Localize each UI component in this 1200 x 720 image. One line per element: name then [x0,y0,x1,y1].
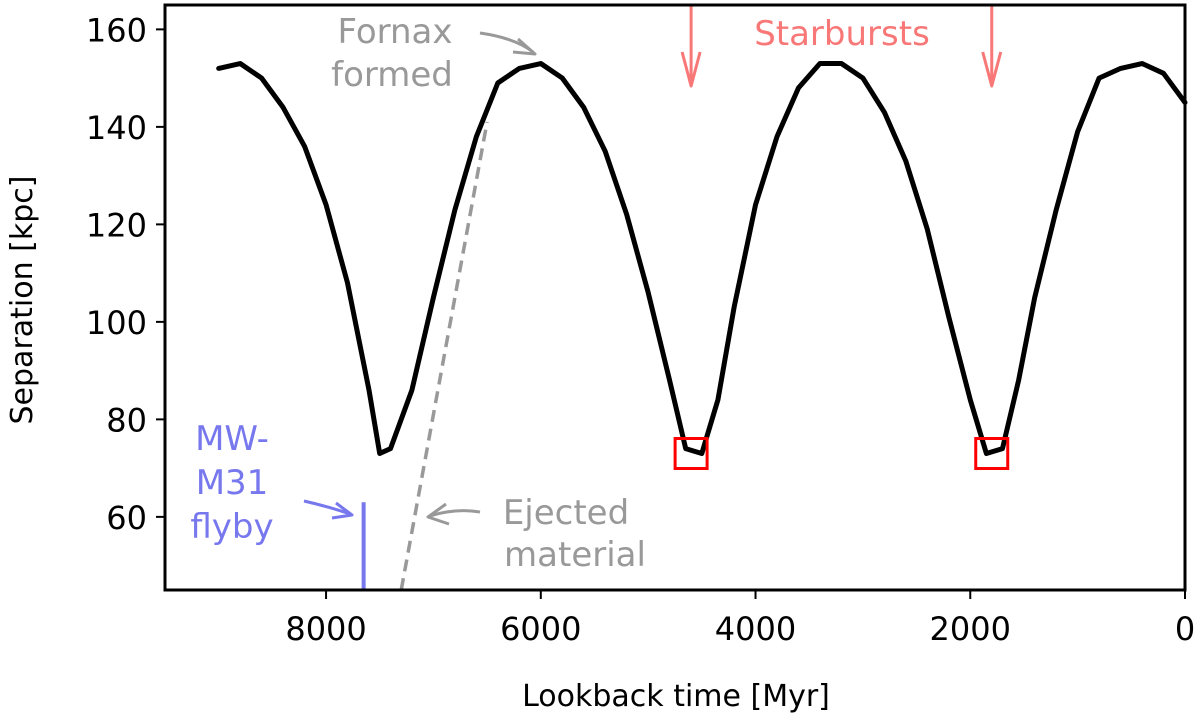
annotation-flyby-line3: flyby [190,507,273,547]
fornax-arrow [479,31,534,54]
annotation-fornax-formed-line2: formed [331,55,453,95]
plot-marks [216,6,1188,591]
flyby-arrow [303,499,351,516]
annotation-fornax-formed: Fornax formed [331,12,537,95]
ejected-arrow [429,509,481,518]
x-tick-label: 2000 [930,610,1011,648]
annotation-flyby: MW- M31 flyby [190,419,354,547]
plot-frame [163,3,1187,592]
annotation-ejected-line2: material [504,535,646,575]
x-tick-label: 0 [1175,610,1195,648]
y-tick-label: 80 [106,401,147,439]
ejected-arrow-head [426,502,450,526]
y-tick-label: 160 [86,11,147,49]
separation-series-line [216,61,1188,456]
y-tick-label: 100 [86,304,147,342]
annotation-flyby-line1: MW- [195,419,269,459]
starburst-marker [673,437,709,470]
annotation-flyby-line2: M31 [196,463,269,503]
starburst-arrow-head [680,51,702,88]
y-tick-label: 120 [86,206,147,244]
annotation-ejected-line1: Ejected [503,493,629,533]
starburst-arrow-head [981,51,1003,88]
y-tick-label: 140 [86,109,147,147]
annotation-ejected-material: Ejected material [426,493,646,575]
x-tick-label: 8000 [285,610,366,648]
y-tick-label: 60 [106,499,147,537]
annotation-starbursts: Starbursts [754,14,930,54]
ejected-material-line [399,121,489,591]
axis-ticks: 8000 6000 4000 2000 0 60 80 100 120 140 160 [86,11,1195,648]
annotation-starbursts-label: Starbursts [754,14,930,54]
fornax-arrow-head [512,37,537,56]
x-tick-label: 6000 [500,610,581,648]
starburst-marker [974,437,1010,470]
y-axis-title: Separation [kpc] [5,176,40,425]
x-axis-title: Lookback time [Myr] [522,679,830,714]
annotation-fornax-formed-line1: Fornax [337,12,452,52]
x-tick-label: 4000 [715,610,796,648]
flyby-arrow-head [331,501,354,520]
